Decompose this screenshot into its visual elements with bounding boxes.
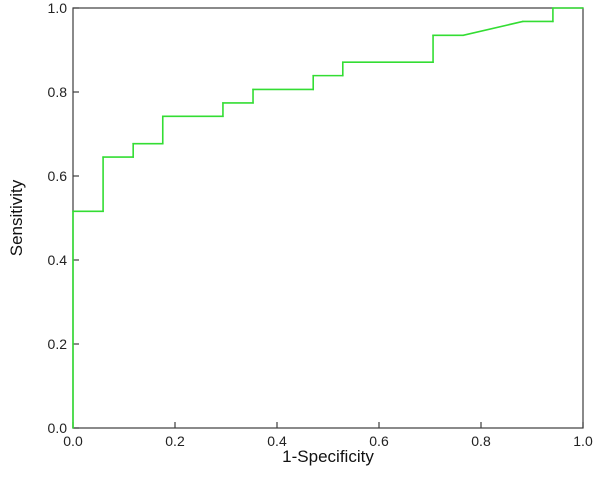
x-tick-label: 0.0	[63, 433, 83, 449]
roc-point	[161, 115, 164, 118]
roc-point	[252, 102, 254, 104]
plot-frame	[72, 7, 584, 429]
y-tick-label: 0.2	[48, 336, 68, 352]
x-tick-label: 0.2	[165, 433, 185, 449]
roc-curve	[72, 7, 583, 428]
roc-point	[252, 88, 254, 91]
y-tick-label: 0.6	[48, 168, 68, 184]
roc-point	[432, 34, 434, 37]
roc-point	[132, 156, 134, 158]
roc-point	[161, 142, 164, 145]
roc-point	[552, 7, 554, 9]
x-tick-label: 0.4	[267, 433, 287, 449]
roc-point	[432, 61, 434, 63]
y-axis-label: Sensitivity	[7, 179, 26, 256]
roc-point	[341, 74, 344, 77]
y-axis-ticks: 0.0 0.2 0.4 0.6 0.8 1.0	[48, 0, 79, 436]
y-tick-label: 1.0	[48, 0, 68, 16]
roc-point	[102, 210, 104, 213]
y-tick-label: 0.0	[48, 420, 68, 436]
roc-point	[522, 20, 524, 23]
series-layer	[72, 7, 584, 429]
x-axis-ticks: 0.0 0.2 0.4 0.6 0.8 1.0	[63, 422, 593, 449]
roc-point	[102, 156, 104, 158]
y-tick-label: 0.8	[48, 84, 68, 100]
x-tick-label: 0.8	[471, 433, 491, 449]
x-axis-label: 1-Specificity	[282, 447, 374, 466]
roc-point	[312, 88, 315, 91]
roc-point	[552, 20, 554, 23]
roc-point	[132, 142, 134, 145]
roc-point	[72, 427, 74, 429]
roc-point	[462, 34, 464, 37]
x-tick-label: 0.6	[369, 433, 389, 449]
roc-point	[222, 102, 224, 104]
x-tick-label: 1.0	[573, 433, 593, 449]
roc-point	[582, 7, 584, 9]
y-tick-label: 0.4	[48, 252, 68, 268]
roc-point	[312, 74, 315, 77]
roc-point	[72, 210, 74, 213]
plot-border	[72, 7, 584, 429]
roc-point	[222, 115, 224, 118]
roc-point	[341, 61, 344, 63]
